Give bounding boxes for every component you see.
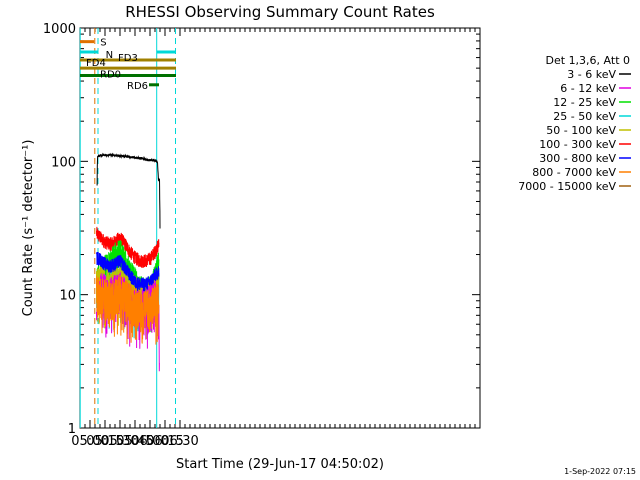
state-bar-label: RD0 (100, 70, 121, 81)
legend-title: Det 1,3,6, Att 0 (546, 54, 630, 67)
series-line (96, 275, 160, 345)
x-tick-label: 05:30 (101, 434, 138, 449)
legend-label: 300 - 800 keV (539, 152, 616, 165)
x-axis-label: Start Time (29-Jun-17 04:50:02) (176, 457, 384, 472)
legend-label: 25 - 50 keV (553, 110, 616, 123)
legend-label: 50 - 100 keV (546, 124, 616, 137)
state-bar-label: N (106, 50, 113, 61)
x-tick-label: 06:15 (146, 434, 183, 449)
vertical-markers (79, 28, 176, 428)
chart-title: RHESSI Observing Summary Count Rates (125, 3, 435, 21)
series-line (96, 152, 161, 229)
y-axis: 1 10 100 1000 (43, 22, 480, 437)
y-tick-label: 100 (51, 155, 76, 170)
state-bar-label: FD4 (86, 58, 106, 69)
legend-label: 3 - 6 keV (567, 68, 616, 81)
timestamp: 1-Sep-2022 07:15 (564, 467, 636, 476)
y-axis-label: Count Rate (s⁻¹ detector⁻¹) (21, 140, 36, 317)
legend-label: 6 - 12 keV (560, 82, 616, 95)
data-series (96, 152, 161, 372)
x-tick-label: 05:15 (86, 434, 123, 449)
state-bar-label: S (100, 38, 106, 49)
series-line (96, 226, 160, 268)
state-bar-label: RD6 (127, 81, 148, 92)
legend-label: 12 - 25 keV (553, 96, 616, 109)
series-line (96, 251, 160, 292)
y-tick-label: 1 (68, 422, 76, 437)
x-tick-label: 06:00 (131, 434, 168, 449)
y-tick-label: 10 (59, 289, 76, 304)
legend-label: 100 - 300 keV (539, 138, 616, 151)
legend-label: 800 - 7000 keV (532, 166, 616, 179)
x-tick-label: 05:45 (116, 434, 153, 449)
x-tick-label: 06:30 (161, 434, 198, 449)
legend-label: 7000 - 15000 keV (518, 180, 616, 193)
y-tick-label: 1000 (43, 22, 76, 37)
state-bar-label: FD3 (118, 53, 138, 64)
x-tick-label: 05:00 (71, 434, 108, 449)
